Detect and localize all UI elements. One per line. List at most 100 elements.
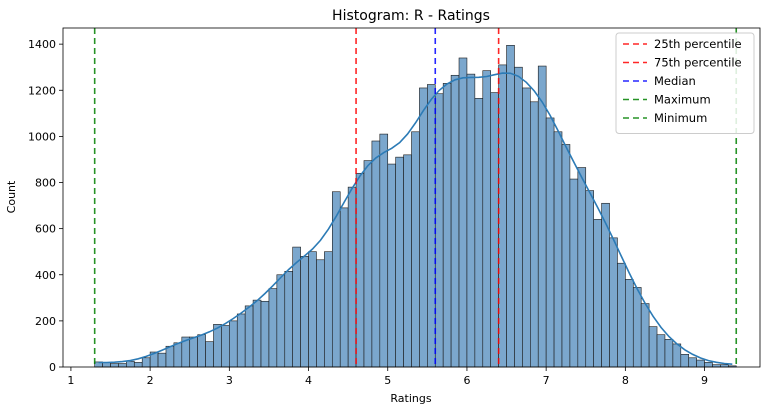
x-tick-label: 8 — [622, 374, 629, 387]
y-tick-label: 1000 — [28, 130, 56, 143]
histogram-bar — [324, 251, 333, 368]
histogram-bar — [308, 251, 317, 368]
histogram-bar — [632, 287, 642, 368]
y-tick-label: 1200 — [28, 84, 56, 97]
histogram-bar — [118, 363, 127, 368]
histogram-bar — [371, 140, 381, 368]
histogram-bar — [561, 144, 571, 368]
legend-entry: Maximum — [654, 93, 711, 107]
legend-frame — [615, 32, 755, 134]
histogram-bar — [458, 57, 468, 368]
histogram-bar — [260, 300, 270, 368]
histogram-bar — [704, 362, 713, 368]
histogram-bar — [522, 87, 531, 368]
histogram-bar — [355, 172, 365, 368]
histogram-bar — [530, 101, 539, 368]
legend-entry: Median — [654, 74, 696, 88]
histogram-bar — [173, 342, 183, 368]
y-tick-label: 0 — [49, 361, 56, 374]
chart-title: Histogram: R - Ratings — [332, 8, 490, 24]
histogram-bar — [229, 320, 238, 368]
histogram-bar — [276, 274, 286, 368]
histogram-bar — [197, 334, 206, 368]
histogram-bar — [189, 336, 198, 368]
histogram-bar — [434, 93, 444, 368]
x-tick-label: 6 — [463, 374, 470, 387]
histogram-bar — [498, 64, 507, 368]
histogram-bar — [569, 178, 579, 368]
histogram-bar — [157, 352, 167, 368]
histogram-bar — [696, 359, 705, 368]
histogram-bar — [141, 357, 151, 368]
legend: 25th percentile 75th percentile Median Maxi… — [615, 32, 755, 134]
histogram-bar — [133, 362, 143, 368]
histogram-bar — [450, 74, 460, 368]
histogram-bar — [300, 256, 309, 368]
y-tick-label: 1400 — [28, 38, 56, 51]
histogram-bar — [656, 334, 666, 368]
histogram-bar — [339, 207, 349, 368]
histogram-bar — [236, 313, 246, 368]
histogram-bar — [221, 325, 230, 368]
x-tick-label: 7 — [543, 374, 550, 387]
histogram-bar — [205, 341, 214, 368]
plot-frame — [62, 27, 761, 368]
histogram-bar — [514, 66, 523, 368]
histogram-bar — [482, 70, 491, 368]
histogram-bar — [387, 163, 396, 368]
histogram-bar — [403, 154, 412, 368]
y-tick-label: 200 — [35, 315, 56, 328]
histogram-bar — [506, 44, 515, 368]
histogram-bar — [688, 357, 697, 368]
x-tick-label: 1 — [67, 374, 74, 387]
histogram-bar — [347, 186, 357, 368]
histogram-bar — [411, 131, 420, 368]
histogram-bar — [110, 363, 119, 368]
y-axis-ticks: 0 200 400 600 800 1000 1200 1400 — [28, 38, 63, 374]
histogram-bar — [537, 65, 547, 368]
histogram-bar — [284, 270, 293, 368]
histogram-bar — [442, 83, 452, 368]
histogram-bar — [672, 343, 682, 368]
y-tick-label: 600 — [35, 223, 56, 236]
x-tick-label: 3 — [226, 374, 233, 387]
histogram-bar — [680, 354, 690, 368]
histogram-bar — [268, 288, 278, 368]
histogram-bar — [363, 160, 373, 368]
histogram-bar — [490, 92, 499, 368]
histogram-bar — [126, 360, 135, 368]
histogram-bar — [640, 303, 650, 368]
legend-entry: 75th percentile — [654, 56, 742, 70]
histogram-bar — [593, 219, 602, 368]
histogram-bar — [466, 73, 476, 368]
histogram-bar — [331, 191, 341, 368]
histogram-bar — [419, 87, 428, 368]
kde-curve — [98, 72, 733, 365]
legend-entry: 25th percentile — [654, 37, 742, 51]
histogram-bars — [94, 44, 737, 368]
reference-lines — [93, 28, 738, 367]
histogram-bar — [427, 84, 436, 368]
x-tick-label: 4 — [305, 374, 312, 387]
x-tick-label: 5 — [384, 374, 391, 387]
histogram-bar — [474, 98, 484, 368]
x-tick-label: 9 — [701, 374, 708, 387]
legend-entry: Minimum — [654, 111, 707, 125]
histogram-bar — [244, 305, 254, 368]
x-tick-label: 2 — [147, 374, 154, 387]
histogram-bar — [577, 167, 587, 368]
histogram-bar — [213, 324, 222, 368]
histogram-bar — [165, 345, 175, 368]
histogram-bar — [252, 299, 262, 368]
x-axis-label: Ratings — [390, 392, 431, 405]
histogram-bar — [585, 190, 594, 368]
y-tick-label: 800 — [35, 177, 56, 190]
histogram-bar — [648, 326, 658, 368]
histogram-bar — [625, 279, 634, 368]
y-tick-label: 400 — [35, 269, 56, 282]
histogram-bar — [395, 156, 404, 368]
histogram-bar — [664, 339, 674, 368]
histogram-bar — [545, 117, 555, 368]
histogram-bar — [609, 237, 618, 368]
